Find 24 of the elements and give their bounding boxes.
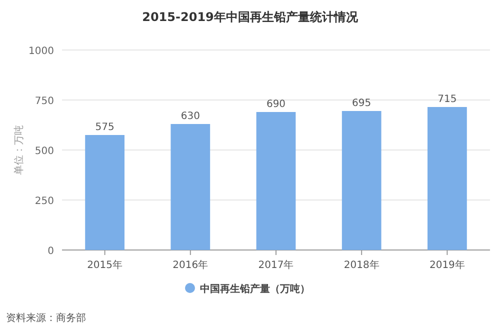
y-tick-label: 1000 <box>28 46 54 57</box>
y-tick-label: 750 <box>34 96 54 107</box>
x-tick-label: 2016年 <box>172 259 208 271</box>
y-axis-title: 单位：万吨 <box>13 125 25 175</box>
x-tick-label: 2015年 <box>87 259 123 271</box>
y-tick-label: 500 <box>34 146 54 157</box>
data-label: 575 <box>95 122 114 133</box>
bar <box>170 124 210 250</box>
bar <box>256 112 296 250</box>
x-tick-label: 2017年 <box>258 259 294 271</box>
data-label: 715 <box>438 94 457 105</box>
data-label: 630 <box>180 111 200 122</box>
chart-title: 2015-2019年中国再生铅产量统计情况 <box>142 10 359 24</box>
data-label: 690 <box>266 99 286 110</box>
bar <box>85 135 124 250</box>
text: 资料来源：商务部 <box>6 312 86 324</box>
data-label: 695 <box>352 98 372 109</box>
y-tick-label: 0 <box>48 246 54 257</box>
bar <box>428 107 467 250</box>
x-tick-label: 2018年 <box>344 259 380 271</box>
x-tick-label: 2019年 <box>429 259 465 271</box>
y-tick-label: 250 <box>34 196 54 207</box>
legend-label: 中国再生铅产量（万吨） <box>200 283 310 295</box>
bar <box>342 111 382 250</box>
